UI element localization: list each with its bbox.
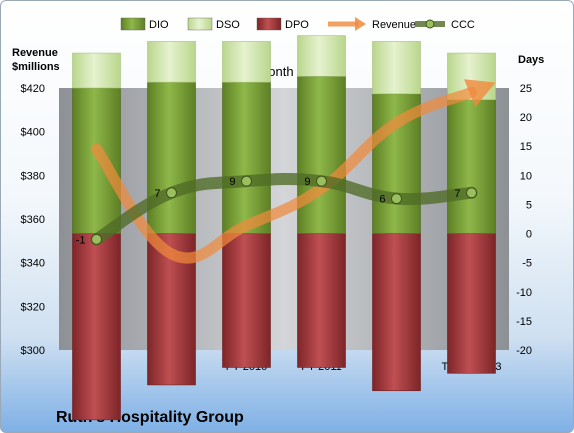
bar-dso	[72, 52, 121, 89]
ccc-marker	[316, 175, 327, 187]
legend: DIO DSO DPO Revenue CCC	[120, 17, 475, 31]
legend-label: CCC	[451, 19, 475, 31]
right-tick-label: 25	[520, 83, 532, 95]
bar-dpo	[72, 233, 121, 421]
bar-dpo	[447, 233, 496, 374]
bar-dio	[447, 99, 496, 234]
right-tick-label: -15	[516, 316, 532, 328]
right-tick-label: -20	[516, 345, 532, 357]
legend-label: Revenue	[372, 19, 416, 31]
bars	[72, 35, 496, 421]
left-tick-label: $420	[21, 83, 45, 95]
lines: -1 7 9 9 6 7	[76, 79, 496, 264]
bar-dio	[222, 81, 271, 234]
bar-dio	[297, 76, 346, 234]
right-tick-label: 20	[520, 112, 532, 124]
left-axis-label-line2: $millions	[12, 61, 60, 73]
bar-dio	[147, 81, 196, 234]
bar-dso	[297, 35, 346, 77]
ccc-line	[90, 172, 478, 246]
revenue-arrowhead	[463, 79, 496, 108]
ccc-data-label: 9	[229, 176, 235, 188]
legend-swatch-dio	[120, 17, 146, 31]
bar-dio	[72, 87, 121, 234]
bar-dpo	[222, 233, 271, 368]
ccc-data-label: 7	[454, 188, 460, 200]
bar-dpo	[297, 233, 346, 368]
right-tick-label: 5	[526, 199, 532, 211]
ccc-marker	[466, 187, 477, 199]
bar-dso	[372, 41, 421, 95]
bar-dso	[147, 41, 196, 83]
ccc-marker	[241, 175, 252, 187]
right-tick-label: -10	[516, 287, 532, 299]
ccc-marker	[91, 233, 102, 245]
right-tick-label: 10	[520, 170, 532, 182]
left-tick-label: $380	[21, 170, 45, 182]
right-axis-label: Days	[518, 54, 544, 66]
revenue-line	[91, 86, 477, 264]
bar-dpo	[372, 233, 421, 392]
left-tick-label: $340	[21, 258, 45, 270]
left-tick-label: $400	[21, 127, 45, 139]
right-tick-label: 15	[520, 141, 532, 153]
ccc-marker	[166, 187, 177, 199]
left-tick-label: $360	[21, 214, 45, 226]
legend-label: DPO	[285, 19, 309, 31]
legend-swatch-dso	[187, 17, 213, 31]
left-tick-label: $320	[21, 301, 45, 313]
left-tick-label: $300	[21, 345, 45, 357]
legend-label: DSO	[216, 19, 240, 31]
legend-marker-ccc	[425, 19, 435, 29]
ccc-data-label: 9	[304, 176, 310, 188]
bar-dso	[222, 41, 271, 83]
ccc-data-label: -1	[76, 234, 86, 246]
ccc-marker	[391, 193, 402, 205]
left-axis-label-line1: Revenue	[12, 47, 58, 59]
legend-arrow-revenue	[355, 17, 366, 31]
ccc-data-label: 6	[379, 194, 385, 206]
legend-swatch-dpo	[256, 17, 282, 31]
ccc-data-label: 7	[154, 188, 160, 200]
legend-label: DIO	[149, 19, 169, 31]
right-tick-label: -5	[522, 258, 532, 270]
right-tick-label: 0	[526, 229, 532, 241]
